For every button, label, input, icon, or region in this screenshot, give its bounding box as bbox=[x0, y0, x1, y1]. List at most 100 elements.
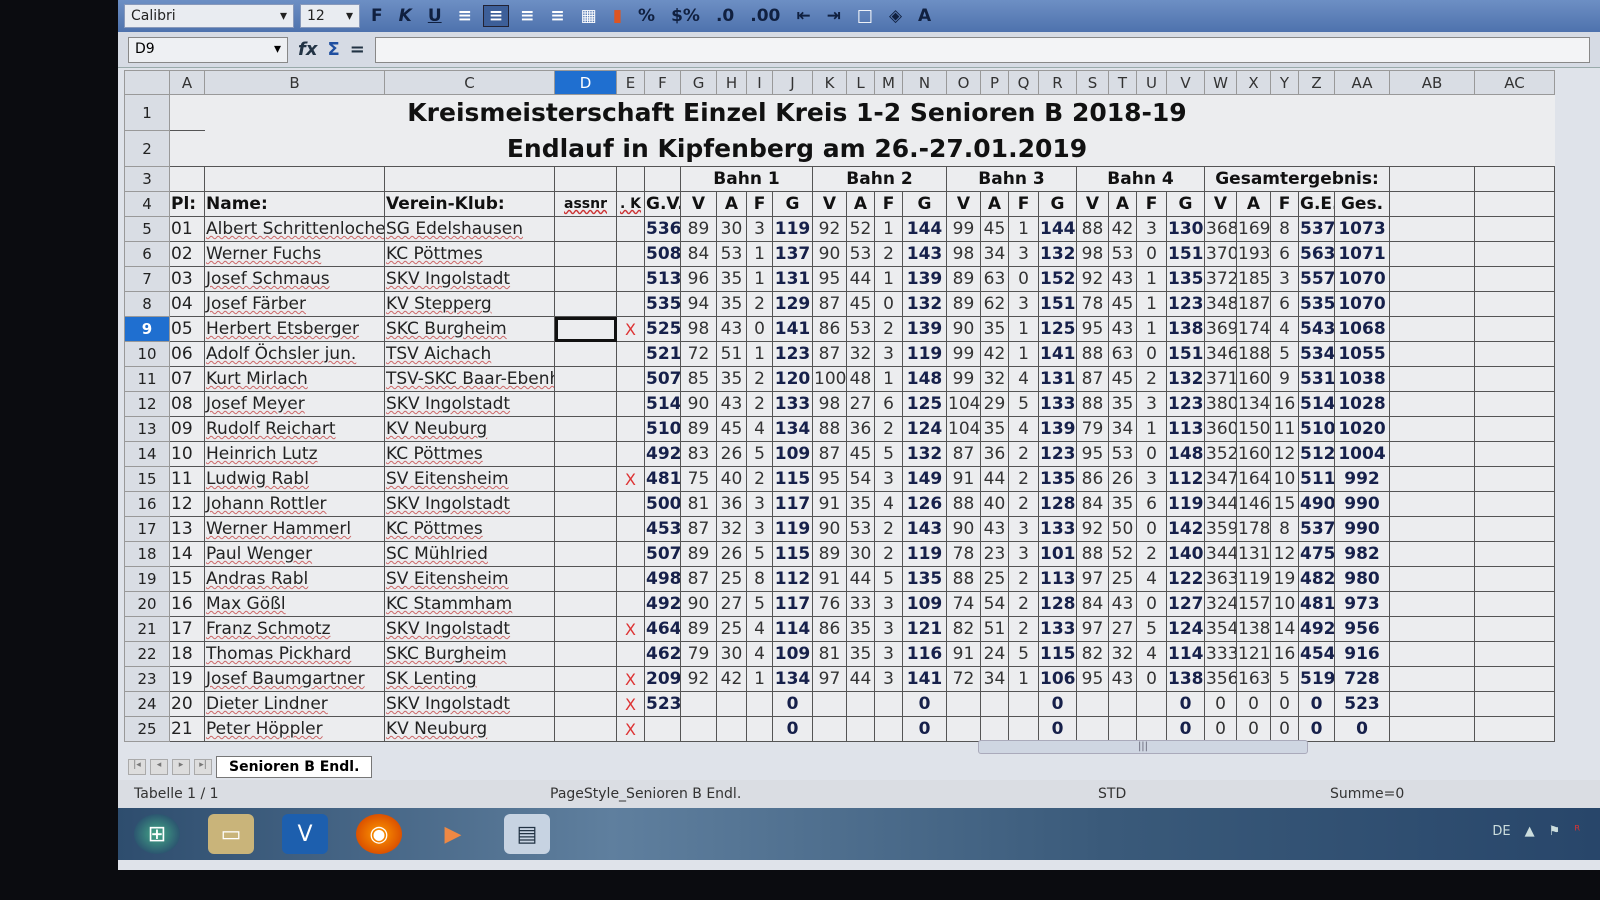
cell[interactable] bbox=[1389, 130, 1475, 167]
score-cell[interactable]: 48 bbox=[846, 366, 875, 392]
score-cell[interactable]: 2 bbox=[746, 291, 773, 317]
score-cell[interactable]: 99 bbox=[946, 216, 981, 242]
mark-cell[interactable]: X bbox=[616, 691, 645, 717]
row-header-12[interactable]: 12 bbox=[124, 391, 170, 417]
score-cell[interactable]: 87 bbox=[1076, 366, 1109, 392]
name-cell[interactable]: Josef Färber bbox=[204, 291, 385, 317]
score-cell[interactable]: 95 bbox=[1076, 441, 1109, 467]
score-cell[interactable] bbox=[554, 691, 617, 717]
underline-button[interactable]: U bbox=[427, 6, 442, 26]
score-cell[interactable]: 4 bbox=[1270, 316, 1299, 342]
score-cell[interactable]: 62 bbox=[980, 291, 1009, 317]
score-cell[interactable] bbox=[812, 716, 847, 742]
delete-decimal-icon[interactable]: .00 bbox=[750, 6, 781, 26]
score-cell[interactable]: 543 bbox=[1298, 316, 1335, 342]
column-header-k[interactable]: K bbox=[812, 70, 847, 95]
club-cell[interactable]: TSV Aichach bbox=[384, 341, 555, 367]
score-cell[interactable]: 26 bbox=[1108, 466, 1137, 492]
score-cell[interactable]: 513 bbox=[644, 266, 681, 292]
club-cell[interactable]: SKV Ingolstadt bbox=[384, 391, 555, 417]
score-cell[interactable]: 116 bbox=[902, 641, 947, 667]
score-cell[interactable]: 141 bbox=[772, 316, 813, 342]
row-header-16[interactable]: 16 bbox=[124, 491, 170, 517]
mark-cell[interactable] bbox=[616, 266, 645, 292]
cell[interactable] bbox=[169, 130, 205, 167]
score-cell[interactable]: 1070 bbox=[1334, 266, 1390, 292]
score-cell[interactable]: 519 bbox=[1298, 666, 1335, 692]
score-cell[interactable]: 121 bbox=[1236, 641, 1271, 667]
score-cell[interactable]: 81 bbox=[812, 641, 847, 667]
score-cell[interactable]: 371 bbox=[1204, 366, 1237, 392]
score-cell[interactable]: 134 bbox=[772, 666, 813, 692]
score-cell[interactable]: 1070 bbox=[1334, 291, 1390, 317]
score-cell[interactable]: 35 bbox=[846, 491, 875, 517]
cell[interactable] bbox=[1474, 191, 1555, 217]
score-cell[interactable]: 53 bbox=[846, 241, 875, 267]
score-cell[interactable]: 45 bbox=[716, 416, 747, 442]
score-cell[interactable]: 45 bbox=[1108, 366, 1137, 392]
score-cell[interactable]: 115 bbox=[772, 466, 813, 492]
score-cell[interactable]: 24 bbox=[980, 641, 1009, 667]
score-cell[interactable]: 88 bbox=[1076, 341, 1109, 367]
mark-cell[interactable] bbox=[616, 441, 645, 467]
club-cell[interactable]: SKV Ingolstadt bbox=[384, 266, 555, 292]
row-header-22[interactable]: 22 bbox=[124, 641, 170, 667]
score-cell[interactable]: 0 bbox=[772, 691, 813, 717]
score-cell[interactable]: 89 bbox=[812, 541, 847, 567]
score-cell[interactable] bbox=[554, 441, 617, 467]
row-header-5[interactable]: 5 bbox=[124, 216, 170, 242]
score-cell[interactable]: 135 bbox=[902, 566, 947, 592]
score-cell[interactable]: 563 bbox=[1298, 241, 1335, 267]
column-header-o[interactable]: O bbox=[946, 70, 981, 95]
score-cell[interactable]: 54 bbox=[980, 591, 1009, 617]
score-cell[interactable]: 2 bbox=[746, 366, 773, 392]
name-cell[interactable]: Adolf Öchsler jun. bbox=[204, 341, 385, 367]
cell[interactable] bbox=[1474, 366, 1555, 392]
score-cell[interactable]: 52 bbox=[846, 216, 875, 242]
mark-cell[interactable]: X bbox=[616, 316, 645, 342]
score-cell[interactable]: 0 bbox=[1008, 266, 1039, 292]
score-cell[interactable]: 1028 bbox=[1334, 391, 1390, 417]
score-cell[interactable]: 119 bbox=[1166, 491, 1205, 517]
score-cell[interactable]: 90 bbox=[812, 516, 847, 542]
score-cell[interactable]: 534 bbox=[1298, 341, 1335, 367]
score-cell[interactable]: 53 bbox=[1108, 241, 1137, 267]
mark-cell[interactable]: X bbox=[616, 466, 645, 492]
score-cell[interactable]: 498 bbox=[644, 566, 681, 592]
score-cell[interactable]: 2 bbox=[874, 316, 903, 342]
score-cell[interactable]: 86 bbox=[812, 616, 847, 642]
score-cell[interactable] bbox=[874, 716, 903, 742]
media-player-icon[interactable]: ▶ bbox=[444, 821, 462, 847]
score-cell[interactable]: 369 bbox=[1204, 316, 1237, 342]
cell[interactable] bbox=[169, 166, 205, 192]
club-cell[interactable]: SC Mühlried bbox=[384, 541, 555, 567]
score-cell[interactable]: 134 bbox=[1236, 391, 1271, 417]
score-cell[interactable]: 3 bbox=[1136, 391, 1167, 417]
score-cell[interactable]: 78 bbox=[1076, 291, 1109, 317]
column-header-i[interactable]: I bbox=[746, 70, 773, 95]
score-cell[interactable]: 35 bbox=[716, 366, 747, 392]
score-cell[interactable]: 129 bbox=[772, 291, 813, 317]
score-cell[interactable]: 12 bbox=[1270, 541, 1299, 567]
score-cell[interactable]: 2 bbox=[1008, 466, 1039, 492]
name-cell[interactable]: Kurt Mirlach bbox=[204, 366, 385, 392]
club-cell[interactable]: SKV Ingolstadt bbox=[384, 491, 555, 517]
row-header-10[interactable]: 10 bbox=[124, 341, 170, 367]
score-cell[interactable] bbox=[846, 716, 875, 742]
score-cell[interactable]: 0 bbox=[1136, 516, 1167, 542]
score-cell[interactable]: 956 bbox=[1334, 616, 1390, 642]
last-sheet-button[interactable]: ▸| bbox=[194, 759, 212, 775]
score-cell[interactable]: 40 bbox=[980, 491, 1009, 517]
cell[interactable] bbox=[1389, 94, 1475, 131]
column-header-a[interactable]: A bbox=[169, 70, 205, 95]
score-cell[interactable]: 148 bbox=[1166, 441, 1205, 467]
score-cell[interactable]: 507 bbox=[644, 541, 681, 567]
score-cell[interactable]: 728 bbox=[1334, 666, 1390, 692]
score-cell[interactable]: 89 bbox=[680, 216, 717, 242]
score-cell[interactable]: 133 bbox=[1038, 391, 1077, 417]
score-cell[interactable]: 98 bbox=[946, 241, 981, 267]
score-cell[interactable] bbox=[554, 216, 617, 242]
score-cell[interactable]: 5 bbox=[1136, 616, 1167, 642]
score-cell[interactable]: 133 bbox=[772, 391, 813, 417]
increase-indent-icon[interactable]: ⇥ bbox=[826, 6, 841, 26]
